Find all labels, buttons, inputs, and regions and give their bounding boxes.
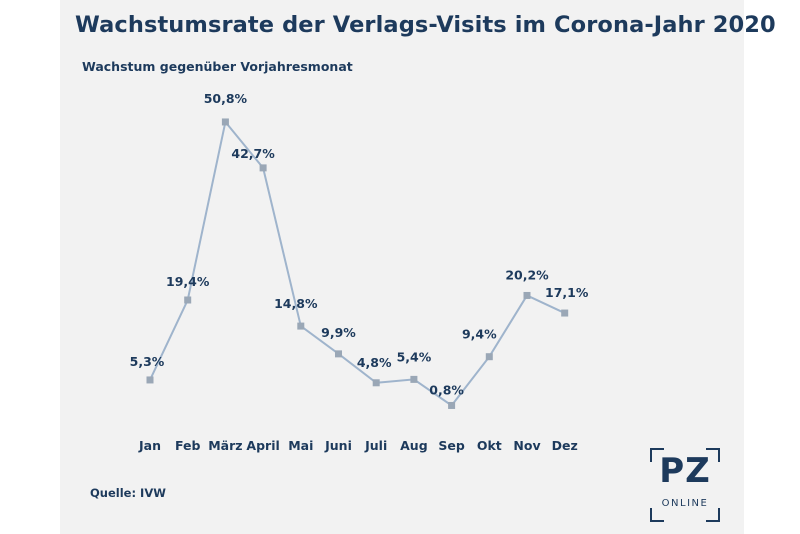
data-markers (146, 118, 569, 409)
x-tick-okt: Okt (477, 438, 502, 453)
x-tick-feb: Feb (175, 438, 201, 453)
x-tick-juni: Juni (324, 438, 352, 453)
data-point-aug (410, 375, 418, 383)
x-tick-nov: Nov (513, 438, 540, 453)
logo-subtext: ONLINE (661, 498, 709, 509)
x-tick-jan: Jan (138, 438, 161, 453)
x-tick-sep: Sep (438, 438, 464, 453)
logo-mark: PZ (659, 451, 711, 491)
data-label-april: 42,7% (231, 146, 275, 161)
data-point-dez (561, 309, 569, 317)
data-point-nov (523, 291, 531, 299)
data-label-märz: 50,8% (204, 91, 248, 106)
data-label-dez: 17,1% (545, 285, 589, 300)
chart-title: Wachstumsrate der Verlags-Visits im Coro… (75, 12, 776, 38)
data-label-nov: 20,2% (505, 267, 549, 282)
x-axis-ticks: Jan Feb März April Mai Juni Juli Aug Sep Okt Nov De… (138, 438, 578, 453)
data-point-april (259, 164, 267, 172)
data-point-okt (485, 353, 493, 361)
data-point-jan (146, 376, 154, 384)
data-label-juli: 4,8% (357, 355, 392, 370)
data-label-feb: 19,4% (166, 274, 210, 289)
x-tick-märz: März (208, 438, 242, 453)
chart-subtitle: Wachstum gegenüber Vorjahresmonat (82, 59, 353, 74)
x-tick-mai: Mai (288, 438, 313, 453)
data-label-jan: 5,3% (130, 354, 165, 369)
data-label-sep: 0,8% (429, 382, 464, 397)
x-tick-aug: Aug (400, 438, 428, 453)
data-point-mai (297, 322, 305, 330)
series-line (149, 119, 566, 407)
data-label-mai: 14,8% (274, 296, 318, 311)
chart-panel (60, 0, 744, 534)
source-note: Quelle: IVW (90, 486, 166, 500)
data-label-okt: 9,4% (462, 327, 497, 342)
data-labels: 5,3% 19,4% 50,8% 42,7% 14,8%9,9%4,8% 5,4% 0,8%… (130, 91, 589, 397)
data-point-juli (372, 379, 380, 387)
x-tick-dez: Dez (552, 438, 578, 453)
data-point-sep (448, 401, 456, 409)
data-label-juni: 9,9% (321, 325, 356, 340)
x-tick-juli: Juli (364, 438, 387, 453)
data-point-feb (184, 296, 192, 304)
pz-online-logo: PZ ONLINE (650, 448, 720, 522)
data-label-aug: 5,4% (397, 349, 432, 364)
data-point-märz (221, 118, 229, 126)
data-point-juni (335, 350, 342, 358)
x-tick-april: April (246, 438, 279, 453)
